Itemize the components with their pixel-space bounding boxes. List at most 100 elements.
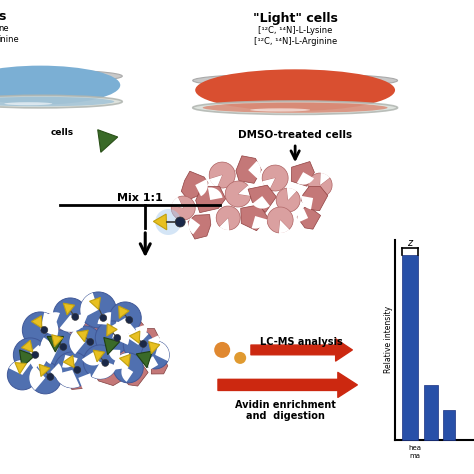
Circle shape (95, 321, 129, 355)
Circle shape (276, 188, 300, 212)
Wedge shape (216, 206, 240, 230)
Polygon shape (119, 355, 130, 366)
Wedge shape (135, 324, 147, 339)
Wedge shape (148, 336, 159, 350)
Circle shape (234, 352, 246, 364)
Wedge shape (121, 365, 133, 382)
Circle shape (47, 374, 54, 381)
Polygon shape (52, 335, 63, 346)
Wedge shape (220, 218, 229, 230)
Circle shape (102, 359, 109, 366)
Polygon shape (188, 215, 211, 239)
Wedge shape (252, 196, 270, 209)
Circle shape (155, 209, 181, 235)
Wedge shape (29, 345, 46, 357)
Wedge shape (248, 161, 261, 179)
Wedge shape (297, 208, 308, 222)
Ellipse shape (193, 101, 398, 114)
Text: LC-MS analysis: LC-MS analysis (260, 337, 343, 347)
Polygon shape (75, 338, 109, 368)
Circle shape (69, 326, 101, 358)
Polygon shape (24, 331, 49, 358)
Polygon shape (297, 207, 320, 229)
Polygon shape (49, 340, 82, 370)
Wedge shape (171, 196, 195, 220)
Polygon shape (93, 350, 105, 362)
Wedge shape (40, 312, 58, 337)
Ellipse shape (203, 102, 388, 113)
Wedge shape (112, 321, 129, 345)
Bar (402, 255, 418, 440)
Text: "Light" cells: "Light" cells (253, 12, 337, 25)
Circle shape (262, 165, 288, 191)
Wedge shape (195, 179, 208, 196)
Wedge shape (262, 165, 288, 191)
Wedge shape (301, 196, 313, 210)
Circle shape (225, 181, 251, 207)
Polygon shape (64, 303, 74, 315)
Wedge shape (109, 349, 120, 362)
Wedge shape (210, 175, 222, 187)
Text: Avidin enrichment
and  digestion: Avidin enrichment and digestion (235, 400, 336, 421)
Circle shape (123, 330, 153, 360)
Wedge shape (320, 173, 329, 185)
Wedge shape (60, 315, 85, 332)
Polygon shape (129, 331, 140, 343)
Ellipse shape (4, 102, 52, 105)
Text: hea: hea (409, 445, 421, 451)
Circle shape (140, 340, 147, 347)
Polygon shape (66, 315, 100, 342)
Polygon shape (38, 314, 72, 338)
Wedge shape (91, 362, 116, 379)
Polygon shape (90, 297, 100, 310)
Polygon shape (236, 156, 261, 183)
Ellipse shape (193, 74, 398, 87)
Wedge shape (80, 293, 98, 319)
Wedge shape (44, 312, 60, 325)
Polygon shape (47, 337, 64, 352)
FancyArrowPatch shape (218, 373, 357, 397)
Wedge shape (9, 360, 31, 375)
Wedge shape (111, 318, 136, 334)
Polygon shape (77, 330, 88, 342)
Wedge shape (208, 187, 223, 200)
Circle shape (171, 196, 195, 220)
Circle shape (209, 162, 235, 188)
Wedge shape (276, 188, 300, 212)
Circle shape (214, 342, 230, 358)
Circle shape (87, 338, 94, 346)
Wedge shape (82, 352, 100, 365)
Polygon shape (95, 312, 124, 340)
Wedge shape (126, 330, 148, 345)
Polygon shape (98, 130, 118, 152)
Wedge shape (297, 172, 314, 185)
Wedge shape (238, 185, 251, 196)
Text: Mix 1:1: Mix 1:1 (118, 193, 163, 203)
Circle shape (100, 314, 107, 321)
Circle shape (13, 338, 47, 372)
Text: inine: inine (0, 35, 19, 44)
Polygon shape (181, 171, 208, 200)
Wedge shape (287, 188, 296, 200)
Polygon shape (19, 350, 35, 367)
Ellipse shape (250, 109, 310, 111)
Ellipse shape (0, 70, 122, 82)
Text: Relative intensity: Relative intensity (383, 306, 392, 374)
Wedge shape (148, 356, 158, 370)
Text: [¹²C, ¹⁴N]-L-Arginine: [¹²C, ¹⁴N]-L-Arginine (254, 37, 337, 46)
Polygon shape (39, 365, 50, 376)
Polygon shape (31, 316, 42, 328)
Wedge shape (308, 173, 332, 197)
Text: cells: cells (50, 128, 73, 137)
Text: s: s (0, 10, 6, 23)
Wedge shape (252, 216, 267, 228)
Ellipse shape (195, 69, 395, 111)
Wedge shape (172, 197, 183, 208)
Polygon shape (154, 214, 167, 230)
Polygon shape (15, 363, 27, 374)
Wedge shape (100, 363, 117, 375)
FancyArrowPatch shape (251, 339, 352, 361)
Ellipse shape (0, 95, 122, 108)
Circle shape (60, 344, 67, 350)
Polygon shape (196, 186, 226, 213)
